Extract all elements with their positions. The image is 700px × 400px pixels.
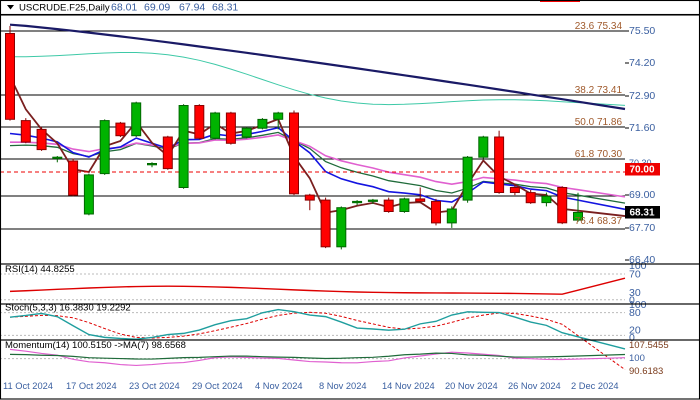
svg-text:61.8 70.30: 61.8 70.30 xyxy=(575,149,623,160)
svg-text:90.6183: 90.6183 xyxy=(629,366,663,377)
svg-text:50.0 71.86: 50.0 71.86 xyxy=(575,117,623,128)
svg-text:100: 100 xyxy=(629,353,645,364)
svg-text:23 Oct 2024: 23 Oct 2024 xyxy=(129,381,180,391)
svg-text:70.00: 70.00 xyxy=(629,165,654,176)
svg-text:26 Nov 2024: 26 Nov 2024 xyxy=(508,381,561,391)
svg-text:75.50: 75.50 xyxy=(629,25,655,37)
svg-text:68.31: 68.31 xyxy=(629,208,654,219)
svg-text:17 Oct 2024: 17 Oct 2024 xyxy=(66,381,117,391)
svg-text:69.09: 69.09 xyxy=(144,2,170,14)
svg-text:71.60: 71.60 xyxy=(629,122,655,134)
svg-text:8 Nov 2024: 8 Nov 2024 xyxy=(319,381,367,391)
svg-text:70: 70 xyxy=(629,269,641,281)
svg-text:74.20: 74.20 xyxy=(629,57,655,69)
svg-text:29 Oct 2024: 29 Oct 2024 xyxy=(192,381,243,391)
svg-text:2 Dec 2024: 2 Dec 2024 xyxy=(571,381,619,391)
svg-text:RSI(14) 44.8255: RSI(14) 44.8255 xyxy=(5,264,75,275)
svg-text:4 Nov 2024: 4 Nov 2024 xyxy=(255,381,303,391)
svg-text:Momentum(14) 100.5150 ->MA(7: Momentum(14) 100.5150 ->MA(7) 98.6568 xyxy=(5,340,186,351)
svg-text:38.2 73.41: 38.2 73.41 xyxy=(575,85,623,96)
svg-text:107.5455: 107.5455 xyxy=(629,340,669,351)
svg-text:68.01: 68.01 xyxy=(111,2,137,14)
svg-text:11 Oct 2024: 11 Oct 2024 xyxy=(3,381,53,391)
svg-text:80: 80 xyxy=(629,307,641,319)
svg-text:72.90: 72.90 xyxy=(629,90,655,102)
svg-text:USCRUDE.F25,Daily: USCRUDE.F25,Daily xyxy=(19,3,110,14)
svg-text:67.70: 67.70 xyxy=(629,222,655,234)
svg-text:67.94: 67.94 xyxy=(179,2,205,14)
svg-text:23.6 75.34: 23.6 75.34 xyxy=(575,21,623,32)
svg-text:76.4 68.37: 76.4 68.37 xyxy=(575,216,623,227)
svg-text:20 Nov 2024: 20 Nov 2024 xyxy=(445,381,498,391)
svg-text:69.00: 69.00 xyxy=(629,189,655,201)
svg-text:68.31: 68.31 xyxy=(212,2,238,14)
svg-text:14 Nov 2024: 14 Nov 2024 xyxy=(382,381,435,391)
